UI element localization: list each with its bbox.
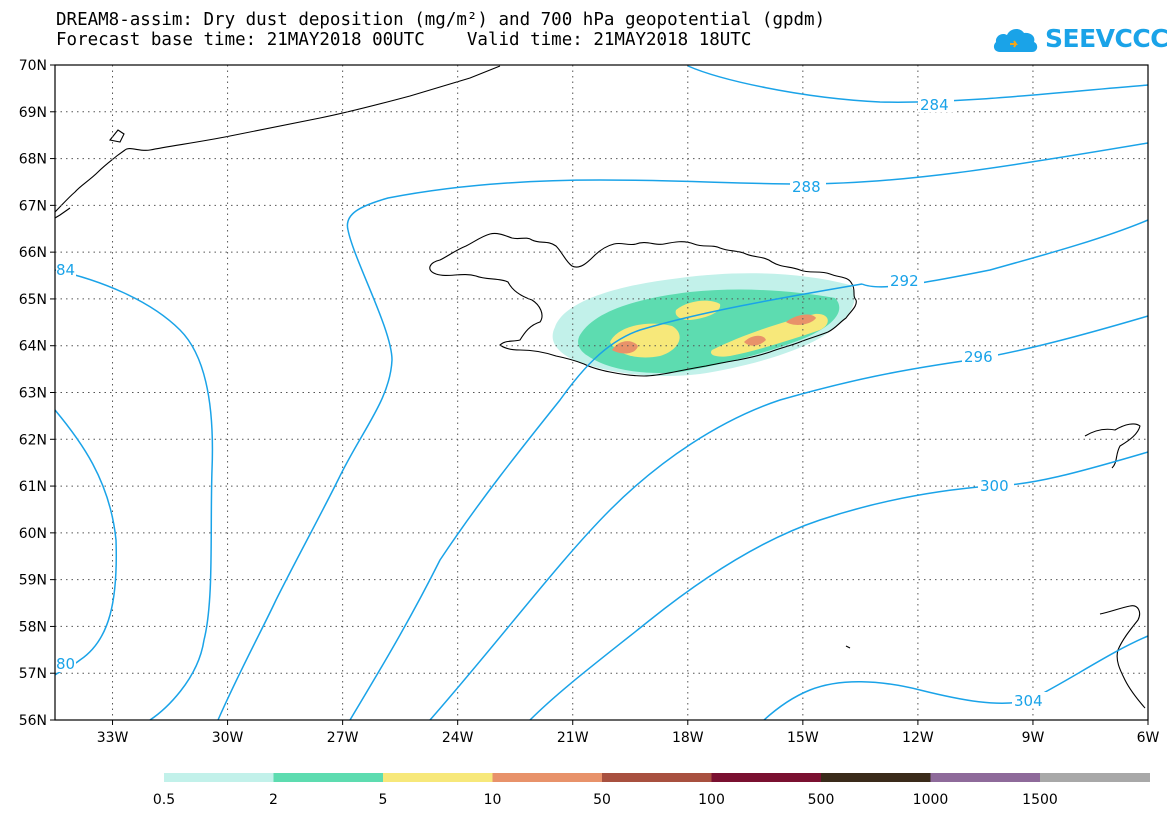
- legend-swatch: [383, 773, 493, 782]
- legend-swatch: [711, 773, 822, 782]
- legend-swatch: [273, 773, 384, 782]
- lon-tick-label: 27W: [327, 730, 359, 746]
- legend-label: 2: [269, 792, 278, 808]
- legend: 0.5 2 5 10 50 100 500 1000 1500: [153, 773, 1150, 808]
- logo-text: SEEVCCC: [1045, 24, 1169, 53]
- lon-tick-label: 15W: [787, 730, 819, 746]
- legend-swatch: [1040, 773, 1150, 782]
- chart-title: DREAM8-assim: Dry dust deposition (mg/m²…: [56, 10, 826, 30]
- legend-label: 1000: [913, 792, 949, 808]
- chart-subtitle: Forecast base time: 21MAY2018 00UTC Vali…: [56, 30, 752, 50]
- contour-label-300: 300: [980, 477, 1009, 495]
- lat-tick-label: 62N: [19, 432, 47, 448]
- legend-label: 500: [808, 792, 835, 808]
- legend-swatch: [930, 773, 1041, 782]
- contour-label-304: 304: [1014, 692, 1043, 710]
- lat-tick-label: 60N: [19, 526, 47, 542]
- contour-label-280: 80: [56, 655, 75, 673]
- lat-tick-label: 59N: [19, 573, 47, 589]
- contour-label-296: 296: [964, 348, 993, 366]
- legend-label: 5: [379, 792, 388, 808]
- legend-swatch: [602, 773, 712, 782]
- legend-label: 0.5: [153, 792, 175, 808]
- lon-tick-label: 33W: [97, 730, 129, 746]
- lon-tick-label: 30W: [212, 730, 244, 746]
- lon-tick-label: 24W: [442, 730, 474, 746]
- contour-label-288: 288: [792, 178, 821, 196]
- contour-labels: 284 288 292 296 300 304 84 80: [56, 96, 1048, 710]
- plot-frame: [54, 64, 1149, 721]
- legend-label: 50: [593, 792, 611, 808]
- lat-tick-label: 57N: [19, 666, 47, 682]
- lon-tick-label: 6W: [1137, 730, 1160, 746]
- legend-label: 1500: [1022, 792, 1058, 808]
- lat-tick-label: 64N: [19, 339, 47, 355]
- legend-label: 10: [484, 792, 502, 808]
- grid-lines: [55, 65, 1148, 720]
- lat-tick-label: 68N: [19, 152, 47, 168]
- lon-tick-label: 21W: [557, 730, 589, 746]
- lat-tick-label: 58N: [19, 619, 47, 635]
- longitude-axis: 33W 30W 27W 24W 21W 18W 15W 12W 9W 6W: [97, 720, 1160, 746]
- contour-label-292: 292: [890, 272, 919, 290]
- lat-tick-label: 69N: [19, 105, 47, 121]
- dust-deposition-field: [552, 273, 855, 377]
- lat-tick-label: 66N: [19, 245, 47, 261]
- geopotential-contours: [54, 65, 1149, 721]
- lat-tick-label: 70N: [19, 58, 47, 74]
- lon-tick-label: 18W: [672, 730, 704, 746]
- lat-tick-label: 63N: [19, 386, 47, 402]
- contour-label-284: 284: [920, 96, 949, 114]
- legend-swatch: [492, 773, 603, 782]
- lat-tick-label: 61N: [19, 479, 47, 495]
- cloud-icon: [993, 29, 1038, 52]
- coastline: [54, 65, 1146, 709]
- contour-label-284-west: 84: [56, 261, 75, 279]
- lon-tick-label: 9W: [1022, 730, 1045, 746]
- lat-tick-label: 65N: [19, 292, 47, 308]
- latitude-axis: 70N 69N 68N 67N 66N 65N 64N 63N 62N 61N 60N 59N 58N 5…: [19, 58, 55, 729]
- lat-tick-label: 67N: [19, 198, 47, 214]
- legend-label: 100: [698, 792, 725, 808]
- lon-tick-label: 12W: [902, 730, 934, 746]
- lat-tick-label: 56N: [19, 713, 47, 729]
- legend-swatch: [164, 773, 274, 782]
- legend-swatch: [821, 773, 931, 782]
